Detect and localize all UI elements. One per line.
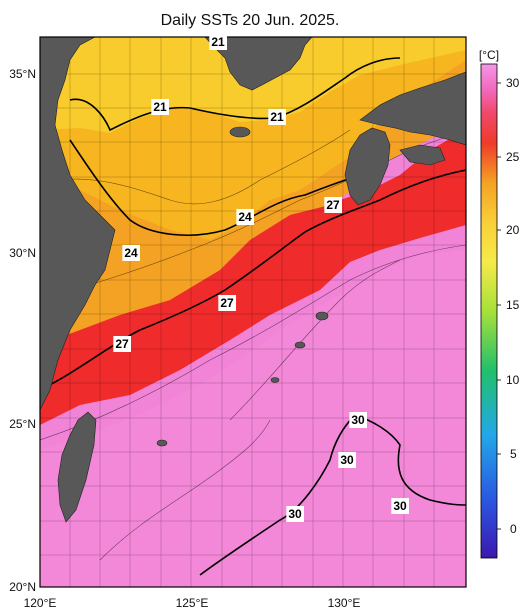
contour-label-27-north: 27 [324, 197, 342, 213]
colorbar-unit: [°C] [479, 48, 499, 62]
svg-text:30: 30 [351, 413, 365, 427]
land-honshu [359, 71, 466, 146]
contour-label-21-west: 21 [151, 99, 169, 115]
map-title: Daily SSTs 20 Jun. 2025. [160, 12, 340, 29]
colorbar-tick-25: 25 [506, 150, 520, 164]
lat-tick-labels: 35°N 30°N 25°N 20°N [9, 67, 36, 594]
colorbar: [°C] 30 25 20 15 10 5 0 [479, 48, 520, 559]
contour-label-24-coast: 24 [122, 245, 140, 261]
svg-text:27: 27 [326, 198, 340, 212]
contour-label-30-d: 30 [286, 506, 304, 522]
land-kyushu [344, 127, 391, 206]
lon-tick-120: 120°E [24, 596, 57, 610]
lon-tick-labels: 120°E 125°E 130°E [24, 596, 361, 610]
contour-label-21-east: 21 [268, 109, 286, 125]
isotherm-24 [69, 139, 361, 236]
contour-label-30-b: 30 [338, 452, 356, 468]
colorbar-tick-10: 10 [506, 373, 520, 387]
contour-label-30-a: 30 [349, 412, 367, 428]
svg-text:27: 27 [115, 337, 129, 351]
land-jeju [229, 126, 251, 138]
lon-tick-130: 130°E [328, 596, 361, 610]
colorbar-scale [480, 63, 498, 559]
colorbar-tick-0: 0 [510, 522, 517, 536]
svg-text:24: 24 [124, 246, 138, 260]
colorbar-tick-30: 30 [506, 76, 520, 90]
svg-text:30: 30 [393, 499, 407, 513]
lat-tick-35: 35°N [9, 67, 36, 81]
colorbar-tick-20: 20 [506, 223, 520, 237]
lat-tick-30: 30°N [9, 246, 36, 260]
contour-label-24-central: 24 [236, 209, 254, 225]
land-amami [294, 341, 306, 349]
lon-tick-125: 125°E [176, 596, 209, 610]
svg-text:21: 21 [211, 35, 225, 49]
contour-label-27-central: 27 [218, 295, 236, 311]
svg-text:27: 27 [220, 296, 234, 310]
isotherm-21 [69, 57, 401, 132]
land-okinawa [315, 311, 329, 321]
lat-tick-25: 25°N [9, 417, 36, 431]
svg-text:30: 30 [288, 507, 302, 521]
contour-label-27-west: 27 [113, 336, 131, 352]
contour-labels: 21 21 21 24 24 27 27 27 30 30 30 30 [113, 34, 409, 522]
contour-label-30-c: 30 [391, 498, 409, 514]
land-china [40, 37, 116, 411]
svg-text:30: 30 [340, 453, 354, 467]
lat-tick-20: 20°N [9, 580, 36, 594]
land [40, 37, 466, 523]
land-yaeyama [156, 439, 168, 447]
land-taiwan [57, 411, 97, 523]
contour-label-21-top: 21 [209, 34, 227, 50]
sst-field [40, 37, 466, 587]
land-korea [204, 37, 313, 91]
sst-warm-region [40, 250, 466, 587]
land-miyako [270, 377, 280, 383]
svg-text:21: 21 [153, 100, 167, 114]
colorbar-tick-5: 5 [510, 447, 517, 461]
map-frame [39, 36, 467, 588]
svg-text:21: 21 [270, 110, 284, 124]
land-shikoku [399, 144, 446, 166]
colorbar-tick-15: 15 [506, 298, 520, 312]
svg-text:24: 24 [238, 210, 252, 224]
